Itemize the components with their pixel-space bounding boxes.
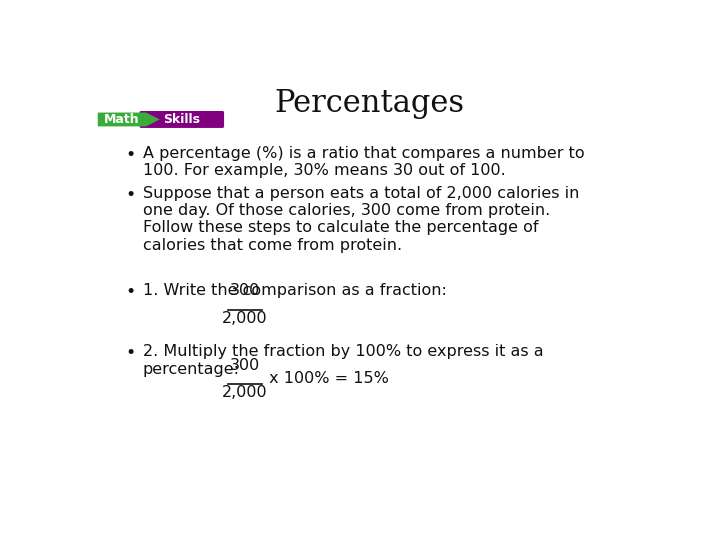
Text: x 100% = 15%: x 100% = 15% [264,372,389,387]
Text: •: • [125,283,135,301]
Text: Skills: Skills [163,113,200,126]
Text: 300: 300 [230,358,260,373]
Text: 2,000: 2,000 [222,385,268,400]
Text: •: • [125,186,135,204]
Text: 2. Multiply the fraction by 100% to express it as a
percentage:: 2. Multiply the fraction by 100% to expr… [143,345,544,377]
Text: Percentages: Percentages [274,88,464,119]
FancyBboxPatch shape [140,111,224,128]
Polygon shape [98,112,160,126]
Text: Math: Math [104,113,139,126]
Text: •: • [125,146,135,164]
Text: Suppose that a person eats a total of 2,000 calories in
one day. Of those calori: Suppose that a person eats a total of 2,… [143,186,579,253]
Text: 1. Write the comparison as a fraction:: 1. Write the comparison as a fraction: [143,283,446,298]
Text: 2,000: 2,000 [222,311,268,326]
Text: A percentage (%) is a ratio that compares a number to
100. For example, 30% mean: A percentage (%) is a ratio that compare… [143,146,585,178]
Text: •: • [125,345,135,362]
Text: 300: 300 [230,283,260,298]
